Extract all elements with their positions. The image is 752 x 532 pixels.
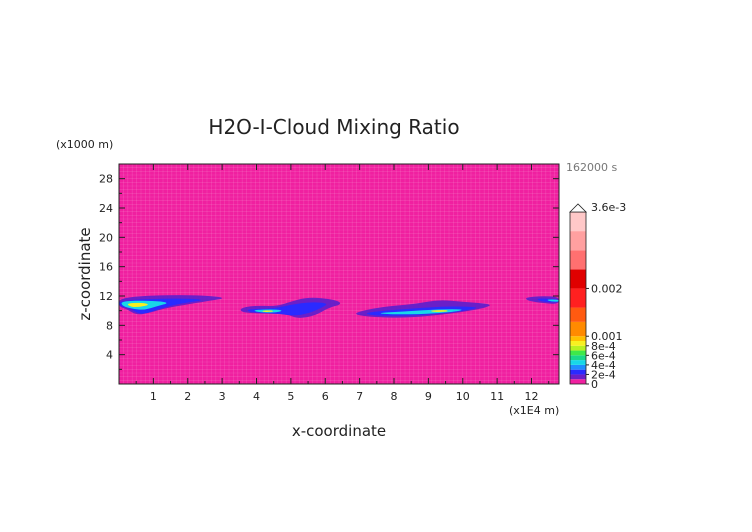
x-tick-label: 8	[391, 390, 398, 403]
x-tick-label: 11	[490, 390, 504, 403]
colorbar-max-label: 3.6e-3	[591, 201, 626, 214]
x-tick-label: 7	[356, 390, 363, 403]
grid	[119, 164, 559, 384]
colorbar-tick-label: 2e-4	[591, 368, 616, 381]
y-tick-label: 28	[99, 173, 113, 186]
x-tick-label: 3	[219, 390, 226, 403]
colorbar-level	[570, 379, 586, 384]
x-tick-label: 5	[287, 390, 294, 403]
colorbar-tick-label: 8e-4	[591, 340, 616, 353]
y-axis-label: z-coordinate	[76, 227, 94, 320]
x-tick-label: 12	[525, 390, 539, 403]
colorbar-level	[570, 269, 586, 289]
colorbar-level	[570, 374, 586, 380]
colorbar-level	[570, 341, 586, 346]
y-tick-label: 4	[106, 349, 113, 362]
colorbar-tick-label: 0	[591, 378, 598, 391]
cloud-band-4	[526, 296, 559, 304]
colorbar-tick-label: 0.002	[591, 282, 623, 295]
colorbar-level	[570, 307, 586, 322]
colorbar-level	[570, 288, 586, 308]
cloud-band-2	[240, 297, 341, 318]
chart-title: H2O-I-Cloud Mixing Ratio	[208, 115, 459, 139]
plot-frame	[118, 163, 560, 385]
colorbar-level	[570, 336, 586, 341]
colorbar-level	[570, 360, 586, 365]
x-tick-label: 6	[322, 390, 329, 403]
x-tick-label: 1	[150, 390, 157, 403]
cloud-band-3	[356, 300, 490, 318]
colorbar-level	[570, 321, 586, 337]
y-axis: 4 8 12 16 20 24 28	[99, 173, 559, 370]
y-tick-label: 20	[99, 231, 113, 244]
colorbar-level	[570, 231, 586, 251]
x-tick-label: 9	[425, 390, 432, 403]
y-tick-label: 24	[99, 202, 113, 215]
x-tick-label: 2	[184, 390, 191, 403]
colorbar-tick-label: 0.001	[591, 330, 623, 343]
x-tick-label: 4	[253, 390, 260, 403]
colorbar: 3.6e-3 02e-44e-46e-48e-40.001 0.002	[569, 201, 626, 391]
colorbar-tick-label: 6e-4	[591, 349, 616, 362]
colorbar-overflow-arrow	[569, 203, 587, 213]
cloud-band-3-core-contour	[430, 310, 448, 312]
y-tick-label: 16	[99, 261, 113, 274]
colorbar-level	[570, 250, 586, 270]
colorbar-level	[570, 364, 586, 370]
cloud-band-2-core-contour	[262, 310, 273, 312]
x-unit-label: (x1E4 m)	[509, 404, 559, 417]
x-tick-label: 10	[456, 390, 470, 403]
time-label: 162000 s	[566, 161, 617, 174]
colorbar-level	[570, 355, 586, 361]
x-axis: 1 2 3 4 5 6 7 8 9 10 11 12	[135, 164, 550, 403]
x-axis-label: x-coordinate	[292, 422, 386, 440]
cloud-features	[119, 295, 559, 318]
y-tick-label: 12	[99, 290, 113, 303]
colorbar-tick-label: 4e-4	[591, 359, 616, 372]
cloud-band-1	[119, 295, 223, 315]
colorbar-level	[570, 369, 586, 375]
cloud-band-1-core-contour	[127, 302, 148, 307]
plot-background	[119, 164, 559, 384]
colorbar-level	[570, 212, 586, 232]
colorbar-level	[570, 350, 586, 356]
colorbar-level	[570, 345, 586, 351]
y-tick-label: 8	[106, 319, 113, 332]
cloud-band-4-inner-contour	[547, 299, 559, 302]
y-unit-label: (x1000 m)	[56, 138, 113, 151]
